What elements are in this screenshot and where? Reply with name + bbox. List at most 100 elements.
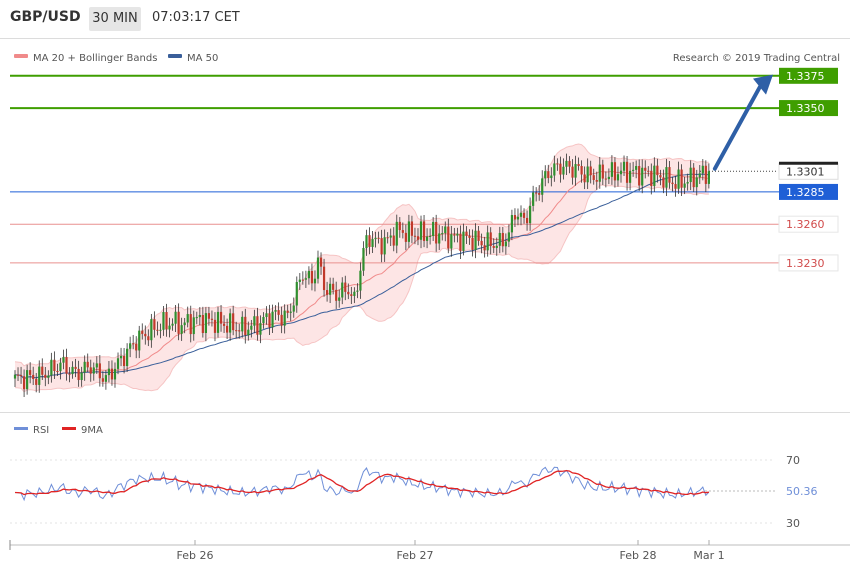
candle-body-9 bbox=[41, 366, 44, 375]
rsi-legend-swatch bbox=[14, 427, 28, 430]
candle-body-132 bbox=[413, 235, 417, 237]
candle-body-206 bbox=[638, 166, 641, 186]
candle-body-32 bbox=[110, 368, 114, 380]
time-tick-label-1: Feb 27 bbox=[397, 549, 434, 562]
candle-body-187 bbox=[580, 166, 583, 175]
candle-body-225 bbox=[695, 177, 698, 188]
candle-body-198 bbox=[613, 162, 617, 181]
candle-body-73 bbox=[235, 330, 238, 332]
candle-body-154 bbox=[480, 240, 483, 246]
forecast-arrow-head bbox=[753, 74, 773, 95]
candle-body-213 bbox=[659, 175, 662, 178]
candle-body-209 bbox=[647, 170, 650, 172]
candle-body-21 bbox=[77, 368, 80, 381]
time-tick-label-3: Mar 1 bbox=[693, 549, 724, 562]
candle-body-17 bbox=[65, 357, 68, 374]
candle-body-186 bbox=[577, 164, 580, 167]
candle-body-146 bbox=[456, 233, 459, 236]
candle-body-130 bbox=[407, 221, 410, 242]
candle-body-28 bbox=[98, 363, 101, 379]
candle-body-16 bbox=[62, 357, 65, 363]
candle-body-227 bbox=[701, 165, 704, 174]
candle-body-219 bbox=[677, 169, 680, 189]
candle-body-197 bbox=[610, 162, 614, 177]
candle-body-222 bbox=[686, 182, 689, 184]
candle-body-165 bbox=[513, 215, 517, 220]
candle-body-6 bbox=[32, 374, 35, 379]
support-label-4: 1.3230 bbox=[786, 257, 825, 270]
candle-body-162 bbox=[504, 241, 507, 247]
rsi-panel[interactable]: RSI 9MA 70 30 50.36 Feb 26 Feb 27 Feb 28 Ma… bbox=[0, 412, 850, 576]
candle-body-53 bbox=[174, 311, 177, 324]
timeframe-button[interactable]: 30 MIN bbox=[89, 7, 141, 31]
candle-body-121 bbox=[380, 238, 383, 255]
candle-body-179 bbox=[556, 163, 559, 165]
time-tick-label-0: Feb 26 bbox=[177, 549, 214, 562]
candle-body-181 bbox=[562, 166, 565, 175]
candle-body-226 bbox=[698, 173, 701, 178]
candle-body-74 bbox=[238, 330, 241, 332]
resistance-tag-0 bbox=[779, 67, 838, 84]
candle-body-63 bbox=[204, 313, 207, 334]
candle-body-48 bbox=[159, 329, 162, 331]
candle-body-134 bbox=[419, 221, 423, 240]
candle-body-229 bbox=[707, 171, 710, 184]
candle-body-144 bbox=[450, 234, 453, 249]
candle-body-54 bbox=[177, 311, 180, 334]
candle-body-7 bbox=[35, 378, 38, 385]
candle-body-1 bbox=[16, 374, 20, 376]
candle-body-119 bbox=[374, 237, 377, 240]
candle-body-2 bbox=[19, 375, 23, 377]
candle-body-189 bbox=[586, 166, 589, 183]
support-label-3: 1.3260 bbox=[786, 218, 825, 231]
current-price-label: 1.3301 bbox=[786, 165, 825, 178]
candle-body-194 bbox=[601, 164, 604, 179]
candle-body-163 bbox=[507, 232, 510, 242]
candle-body-61 bbox=[198, 314, 201, 318]
candle-body-203 bbox=[628, 170, 632, 183]
support-tag-4 bbox=[778, 254, 839, 272]
candle-body-60 bbox=[195, 317, 198, 319]
pivot-label-2: 1.3285 bbox=[786, 186, 825, 199]
candle-body-90 bbox=[286, 310, 289, 313]
candle-body-52 bbox=[171, 323, 174, 326]
candle-body-64 bbox=[207, 313, 211, 319]
resistance-label-0: 1.3375 bbox=[786, 70, 825, 83]
candle-body-0 bbox=[13, 374, 17, 379]
candle-body-33 bbox=[113, 368, 117, 380]
candle-body-93 bbox=[295, 282, 298, 306]
candle-body-19 bbox=[71, 366, 74, 375]
candle-body-164 bbox=[510, 215, 514, 233]
candle-body-82 bbox=[262, 317, 265, 324]
candle-body-75 bbox=[241, 316, 244, 332]
price-chart[interactable]: MA 20 + Bollinger Bands MA 50 Research ©… bbox=[0, 40, 850, 412]
candle-body-85 bbox=[271, 311, 274, 328]
candle-body-122 bbox=[383, 237, 386, 255]
candle-body-80 bbox=[256, 316, 259, 335]
candle-body-78 bbox=[250, 325, 253, 330]
candle-body-215 bbox=[665, 167, 668, 188]
candle-body-183 bbox=[568, 160, 571, 167]
candle-body-123 bbox=[386, 237, 389, 239]
candle-body-149 bbox=[465, 231, 468, 236]
candle-body-41 bbox=[138, 330, 141, 351]
candle-body-86 bbox=[274, 310, 277, 312]
candle-body-97 bbox=[307, 270, 311, 279]
candle-body-177 bbox=[550, 175, 553, 179]
candle-body-224 bbox=[692, 167, 695, 188]
candle-body-124 bbox=[389, 235, 392, 238]
candle-body-67 bbox=[216, 311, 220, 333]
candle-body-103 bbox=[325, 290, 329, 295]
candle-body-99 bbox=[313, 278, 317, 284]
candle-body-98 bbox=[310, 270, 314, 284]
candle-body-196 bbox=[607, 176, 610, 180]
candle-body-5 bbox=[29, 370, 32, 375]
candle-body-199 bbox=[616, 174, 620, 181]
candle-body-108 bbox=[341, 282, 344, 298]
candle-body-205 bbox=[635, 166, 638, 170]
candle-body-11 bbox=[47, 375, 50, 378]
candle-body-142 bbox=[444, 226, 447, 234]
candle-body-14 bbox=[56, 370, 59, 372]
candle-body-77 bbox=[247, 329, 250, 336]
candle-body-208 bbox=[644, 167, 647, 171]
